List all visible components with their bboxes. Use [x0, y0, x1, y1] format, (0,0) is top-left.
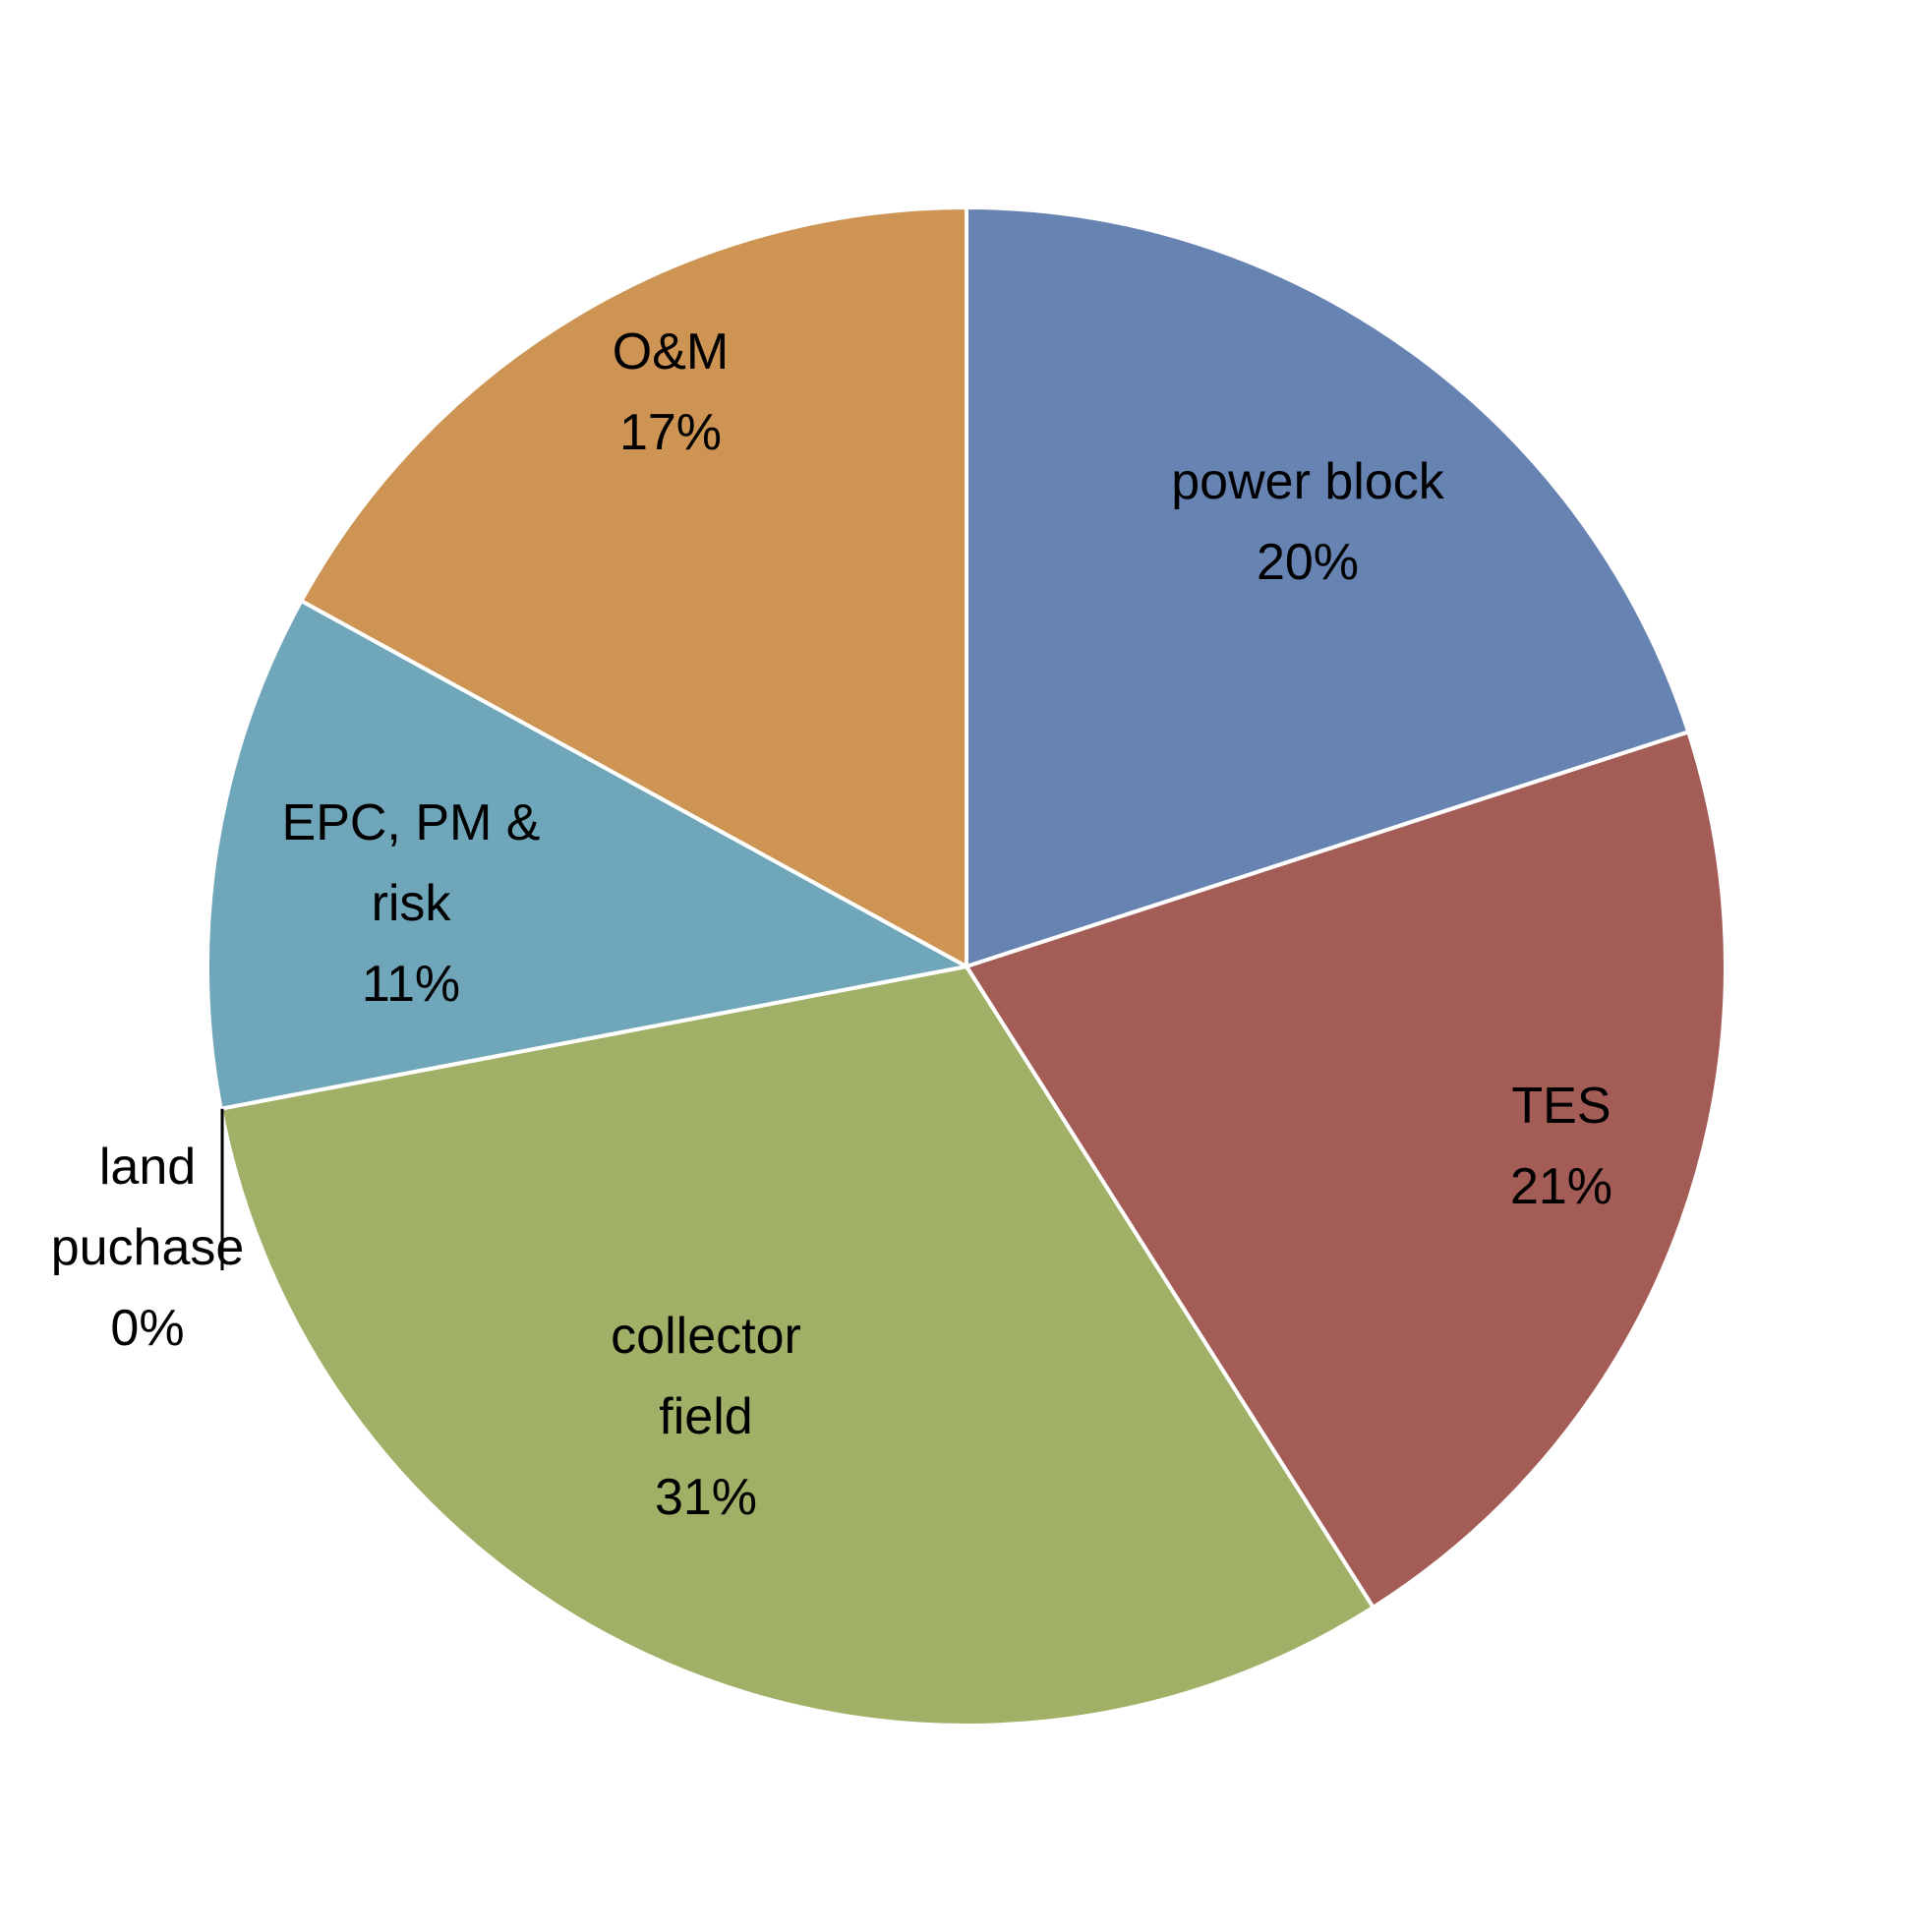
pie-slice-tes — [965, 730, 1727, 1610]
pie-label-tes: TES 21% — [1510, 1078, 1612, 1215]
pie-label-o-m: O&M 17% — [613, 323, 729, 461]
pie-slice-power-block — [965, 205, 1691, 968]
pie-label-epc-pm-risk: EPC, PM & risk 11% — [282, 794, 541, 1013]
pie-slices — [205, 205, 1727, 1727]
pie-slice-collector-field — [218, 965, 1376, 1727]
pie-slice-epc-pm-risk — [205, 599, 968, 1111]
pie-labels: power block 20% TES 21% collector field 31% lan… — [51, 323, 1612, 1526]
pie-label-power-block: power block 20% — [1171, 453, 1444, 591]
pie-label-collector-field: collector field 31% — [611, 1308, 801, 1526]
pie-label-land-puchase: land puchase 0% — [51, 1139, 245, 1357]
pie-slice-o-m — [299, 205, 968, 968]
